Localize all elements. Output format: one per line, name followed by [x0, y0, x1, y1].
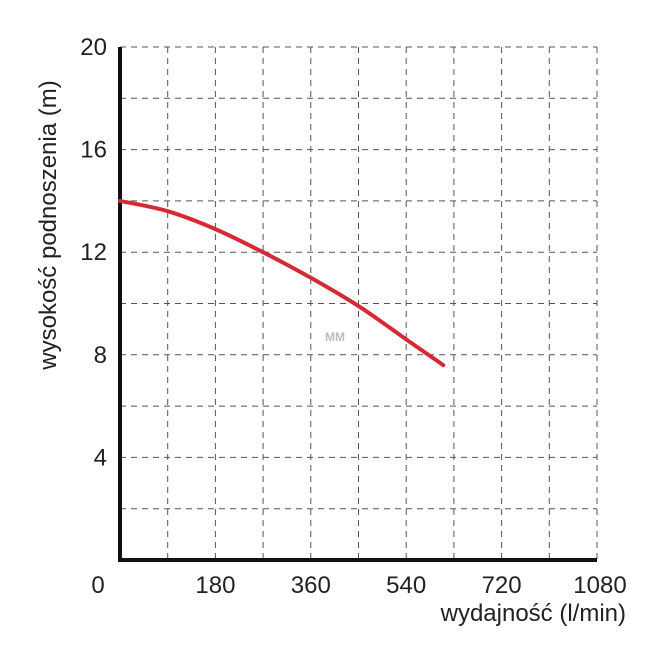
x-tick-label: 1080 [573, 572, 626, 599]
y-tick-label: 12 [80, 239, 107, 266]
x-tick-labels: 0 180 360 540 720 1080 [91, 572, 626, 599]
x-tick-label: 540 [386, 572, 426, 599]
y-tick-label: 20 [80, 34, 107, 61]
x-tick-label: 720 [482, 572, 522, 599]
axes [118, 47, 597, 562]
series-layer [118, 198, 446, 368]
y-tick-label: 4 [94, 444, 107, 471]
x-tick-label: 0 [91, 572, 104, 599]
y-tick-label: 16 [80, 137, 107, 164]
watermark-text: MM [325, 330, 345, 344]
y-axis-title: wysokość podnoszenia (m) [35, 80, 62, 370]
y-tick-labels: 4 8 12 16 20 [80, 34, 107, 471]
y-tick-label: 8 [94, 342, 107, 369]
x-axis-title: wydajność (l/min) [440, 600, 626, 627]
x-tick-label: 360 [291, 572, 331, 599]
x-tick-label: 180 [195, 572, 235, 599]
pump-curve-line [118, 198, 446, 368]
grid [120, 46, 598, 560]
